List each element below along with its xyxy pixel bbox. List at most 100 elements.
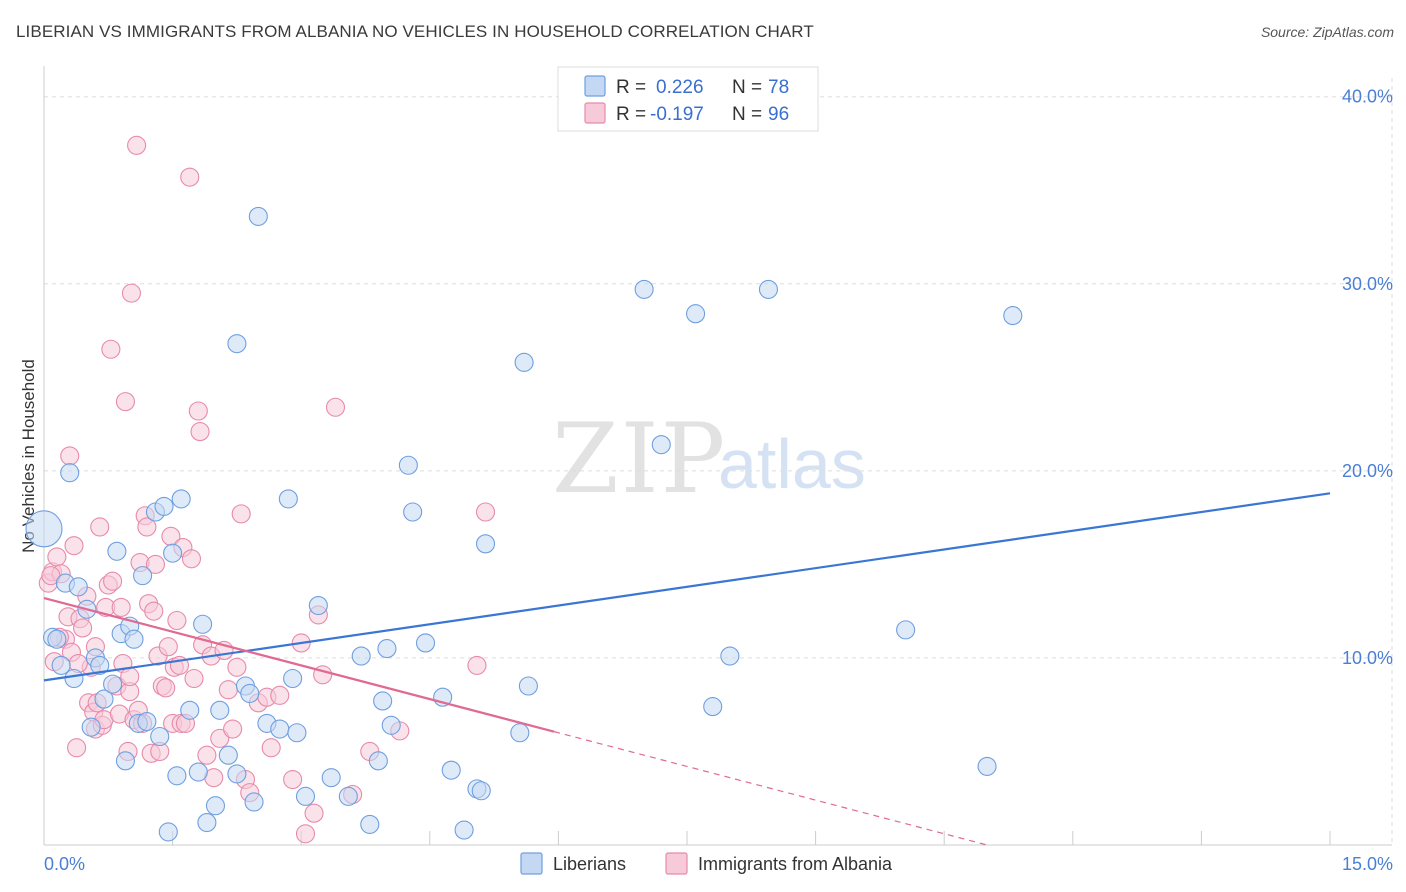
data-point — [634, 279, 654, 299]
data-point — [325, 397, 346, 417]
data-point — [137, 711, 157, 732]
data-point — [295, 824, 316, 844]
x-tick-label-start: 0.0% — [44, 854, 85, 874]
data-point — [270, 719, 290, 739]
data-point — [188, 401, 208, 421]
data-point — [381, 715, 401, 735]
series-albania-points — [38, 135, 496, 844]
data-point — [377, 639, 397, 659]
data-point — [368, 751, 388, 771]
data-point — [156, 678, 176, 698]
data-point — [514, 352, 534, 372]
data-point — [283, 668, 303, 689]
data-point — [398, 455, 418, 475]
data-point — [518, 676, 538, 696]
data-point — [896, 620, 916, 640]
series-legend: Liberians Immigrants from Albania — [520, 852, 893, 875]
data-point — [193, 614, 213, 634]
data-point — [150, 726, 170, 747]
legend-swatch-pink — [584, 102, 606, 124]
legend-r-label-1: R = — [616, 77, 646, 98]
data-point — [154, 496, 174, 516]
data-point — [304, 803, 324, 823]
data-point — [720, 646, 740, 666]
data-point — [60, 446, 80, 466]
data-point — [94, 689, 114, 709]
data-point — [73, 618, 93, 638]
data-point — [240, 683, 260, 704]
legend-r-label-2: R = — [616, 104, 646, 125]
data-point — [295, 786, 316, 806]
data-point — [415, 633, 436, 653]
data-point — [197, 813, 217, 833]
data-point — [51, 655, 71, 675]
data-point — [338, 786, 358, 806]
data-point — [124, 629, 144, 649]
legend-n-value-1: 78 — [768, 77, 789, 98]
x-tick-labels: 0.0% 15.0% — [44, 854, 1393, 874]
trend-line-albania-extrapolated — [553, 731, 988, 846]
data-point — [181, 549, 202, 569]
data-point — [190, 422, 210, 442]
data-point — [197, 745, 217, 765]
data-point — [403, 502, 423, 522]
data-point — [210, 728, 230, 748]
source-label: Source: ZipAtlas.com — [1260, 24, 1394, 40]
data-point — [308, 595, 328, 616]
data-point — [68, 577, 88, 597]
data-point — [373, 691, 393, 711]
data-point — [115, 392, 135, 412]
data-point — [47, 629, 67, 649]
data-point — [244, 792, 264, 812]
data-point — [287, 723, 307, 743]
data-point — [81, 717, 101, 737]
data-point — [278, 489, 298, 509]
data-point — [227, 764, 247, 784]
data-point — [127, 135, 147, 155]
data-point — [231, 504, 251, 524]
data-point — [103, 571, 123, 591]
data-point — [163, 543, 183, 563]
data-point — [90, 655, 110, 675]
legend-n-value-2: 96 — [768, 104, 789, 125]
y-axis-label: No Vehicles in Household — [19, 359, 38, 553]
data-point — [64, 668, 84, 689]
data-point — [158, 637, 178, 657]
data-point — [703, 697, 723, 717]
y-tick-label-20: 20.0% — [1342, 461, 1393, 481]
data-point — [218, 680, 238, 700]
data-point — [133, 566, 153, 586]
trend-line-liberians — [43, 492, 1331, 682]
series-liberians-points — [25, 206, 1023, 842]
data-point — [101, 339, 121, 359]
data-point — [180, 700, 200, 720]
data-point — [248, 206, 268, 226]
legend-r-value-2: -0.197 — [650, 104, 704, 125]
data-point — [60, 463, 80, 483]
watermark-zip: ZIP — [552, 403, 727, 515]
data-point — [321, 768, 341, 788]
legend-n-label-2: N = — [732, 104, 762, 125]
data-point — [1003, 306, 1023, 326]
bottom-legend-swatch-albania — [665, 852, 688, 875]
trend-line-albania — [43, 596, 555, 733]
data-point — [351, 646, 371, 666]
data-point — [360, 814, 380, 834]
legend-swatch-blue — [584, 75, 606, 97]
data-point — [115, 751, 135, 771]
data-point — [205, 796, 226, 816]
data-point — [218, 745, 238, 765]
data-point — [25, 510, 63, 548]
data-point — [283, 769, 303, 790]
data-point — [475, 534, 496, 554]
data-point — [188, 762, 208, 782]
data-point — [90, 517, 110, 537]
data-point — [180, 167, 200, 187]
legend-n-label-1: N = — [732, 77, 762, 98]
data-point — [120, 667, 140, 687]
data-point — [103, 674, 123, 694]
x-tick-label-end: 15.0% — [1342, 854, 1393, 874]
data-point — [64, 536, 84, 556]
data-point — [227, 657, 247, 677]
